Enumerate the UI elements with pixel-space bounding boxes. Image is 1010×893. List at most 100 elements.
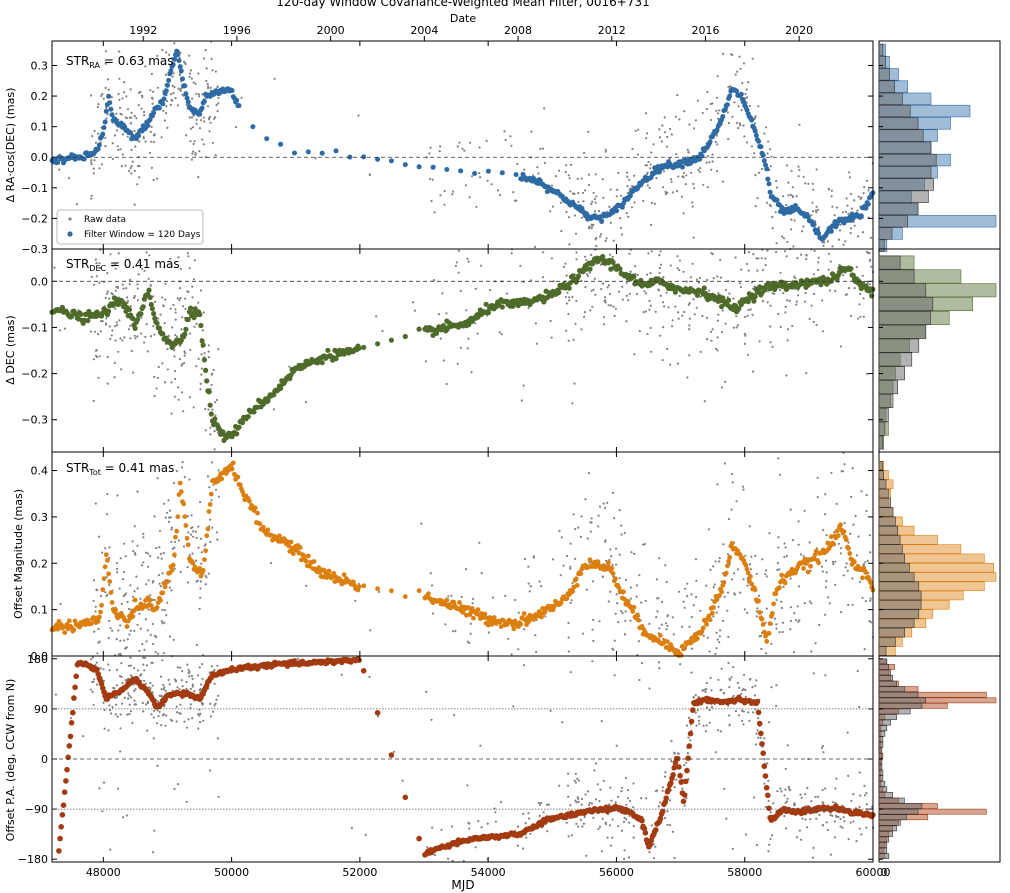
ra-raw-point bbox=[104, 136, 107, 139]
ra-raw-point bbox=[115, 129, 118, 132]
ra-raw-point bbox=[619, 226, 623, 229]
pa-raw-point bbox=[786, 797, 789, 800]
pa-raw-point bbox=[795, 836, 799, 839]
ra-raw-point bbox=[152, 141, 155, 144]
tot-raw-point bbox=[181, 466, 184, 469]
dec-filtered-point bbox=[207, 402, 213, 408]
dec-raw-point bbox=[187, 290, 190, 293]
tot-raw-point bbox=[133, 552, 137, 555]
tot-raw-point bbox=[569, 542, 572, 545]
ra-raw-point bbox=[443, 189, 446, 193]
ra-raw-point bbox=[576, 177, 579, 180]
tot-raw-point bbox=[755, 572, 758, 576]
dec-raw-point bbox=[117, 252, 120, 255]
tot-filtered-point bbox=[801, 566, 806, 571]
dec-raw-point bbox=[732, 326, 736, 329]
dec-raw-point bbox=[613, 314, 616, 317]
tot-filtered-point bbox=[165, 579, 170, 584]
dec-raw-point bbox=[128, 283, 131, 286]
ra-raw-point bbox=[847, 212, 850, 215]
ra-legend: Raw data Filter Window = 120 Days bbox=[56, 209, 204, 245]
dec-raw-point bbox=[177, 256, 180, 259]
pa-raw-point bbox=[364, 833, 367, 837]
dec-raw-point bbox=[183, 350, 186, 353]
dec-raw-point bbox=[565, 329, 568, 332]
pa-raw-point bbox=[431, 826, 434, 829]
pa-raw-point bbox=[474, 846, 477, 849]
tot-raw-point bbox=[194, 530, 197, 533]
pa-raw-point bbox=[609, 844, 613, 847]
ra-raw-point bbox=[787, 181, 790, 184]
dec-raw-point bbox=[861, 274, 864, 277]
dec-raw-point bbox=[583, 311, 587, 314]
ra-raw-point bbox=[194, 153, 197, 156]
pa-raw-point bbox=[756, 729, 759, 732]
ra-raw-point bbox=[569, 190, 572, 193]
pa-raw-point bbox=[178, 712, 181, 715]
tot-raw-point bbox=[603, 506, 607, 510]
dec-raw-point bbox=[200, 367, 203, 370]
dec-raw-point bbox=[727, 280, 730, 283]
tot-filtered-point bbox=[744, 566, 750, 572]
ra-raw-point bbox=[116, 145, 119, 148]
dec-filtered-point bbox=[361, 344, 367, 350]
dec-raw-point bbox=[177, 398, 180, 401]
dec-filtered-point bbox=[206, 389, 212, 395]
tot-raw-point bbox=[624, 578, 628, 582]
dec-raw-point bbox=[498, 331, 501, 334]
pa-raw-point bbox=[859, 794, 862, 797]
pa-raw-point bbox=[143, 679, 146, 682]
ra-raw-point bbox=[198, 95, 201, 98]
ra-filtered-point bbox=[333, 148, 339, 154]
ra-raw-point bbox=[171, 75, 174, 78]
tot-raw-point bbox=[840, 547, 843, 550]
ra-raw-point bbox=[658, 136, 662, 139]
tot-raw-point bbox=[125, 646, 128, 649]
ra-raw-point bbox=[117, 148, 120, 151]
pa-filtered-point bbox=[63, 778, 69, 784]
ra-raw-point bbox=[567, 174, 570, 177]
ra-filtered-point bbox=[738, 91, 744, 97]
ra-raw-point bbox=[486, 179, 489, 182]
dec-raw-point bbox=[191, 285, 194, 288]
ra-raw-point bbox=[190, 116, 194, 119]
pa-raw-point bbox=[717, 729, 720, 732]
dec-raw-point bbox=[821, 299, 824, 302]
ra-raw-point bbox=[857, 235, 860, 238]
ra-raw-point bbox=[790, 218, 793, 221]
tot-filtered-point bbox=[326, 568, 332, 574]
tot-raw-point bbox=[854, 515, 857, 518]
ra-raw-point bbox=[775, 179, 778, 183]
tot-raw-point bbox=[616, 602, 619, 605]
dec-filtered-point bbox=[156, 325, 162, 331]
dec-filtered-point bbox=[147, 294, 153, 301]
dec-raw-point bbox=[593, 277, 596, 280]
tot-raw-point bbox=[190, 527, 193, 530]
tot-raw-point bbox=[369, 629, 372, 632]
tot-raw-point bbox=[118, 587, 121, 590]
dec-raw-point bbox=[580, 328, 583, 331]
pa-raw-point bbox=[145, 703, 148, 706]
dec-raw-point bbox=[583, 315, 586, 318]
ra-raw-point bbox=[633, 174, 636, 177]
ra-raw-point bbox=[786, 240, 789, 244]
ra-raw-point bbox=[470, 175, 474, 178]
ra-filtered-point bbox=[103, 108, 109, 114]
pa-raw-point bbox=[863, 794, 867, 797]
ra-raw-point bbox=[104, 62, 107, 65]
pa-raw-point bbox=[542, 811, 545, 814]
pa-raw-point bbox=[640, 797, 643, 800]
ra-raw-point bbox=[90, 161, 93, 164]
ra-filtered-point bbox=[727, 93, 733, 99]
tot-raw-point bbox=[212, 483, 215, 486]
pa-raw-point bbox=[494, 811, 497, 814]
dec-raw-point bbox=[853, 287, 856, 290]
dec-raw-point bbox=[214, 401, 217, 404]
dec-raw-point bbox=[739, 285, 743, 289]
tot-filtered-point bbox=[103, 552, 109, 558]
dec-filtered-point bbox=[106, 308, 112, 314]
ra-raw-point bbox=[798, 123, 801, 126]
ra-raw-point bbox=[173, 86, 176, 89]
ra-raw-point bbox=[273, 77, 276, 80]
dec-raw-point bbox=[862, 315, 865, 318]
